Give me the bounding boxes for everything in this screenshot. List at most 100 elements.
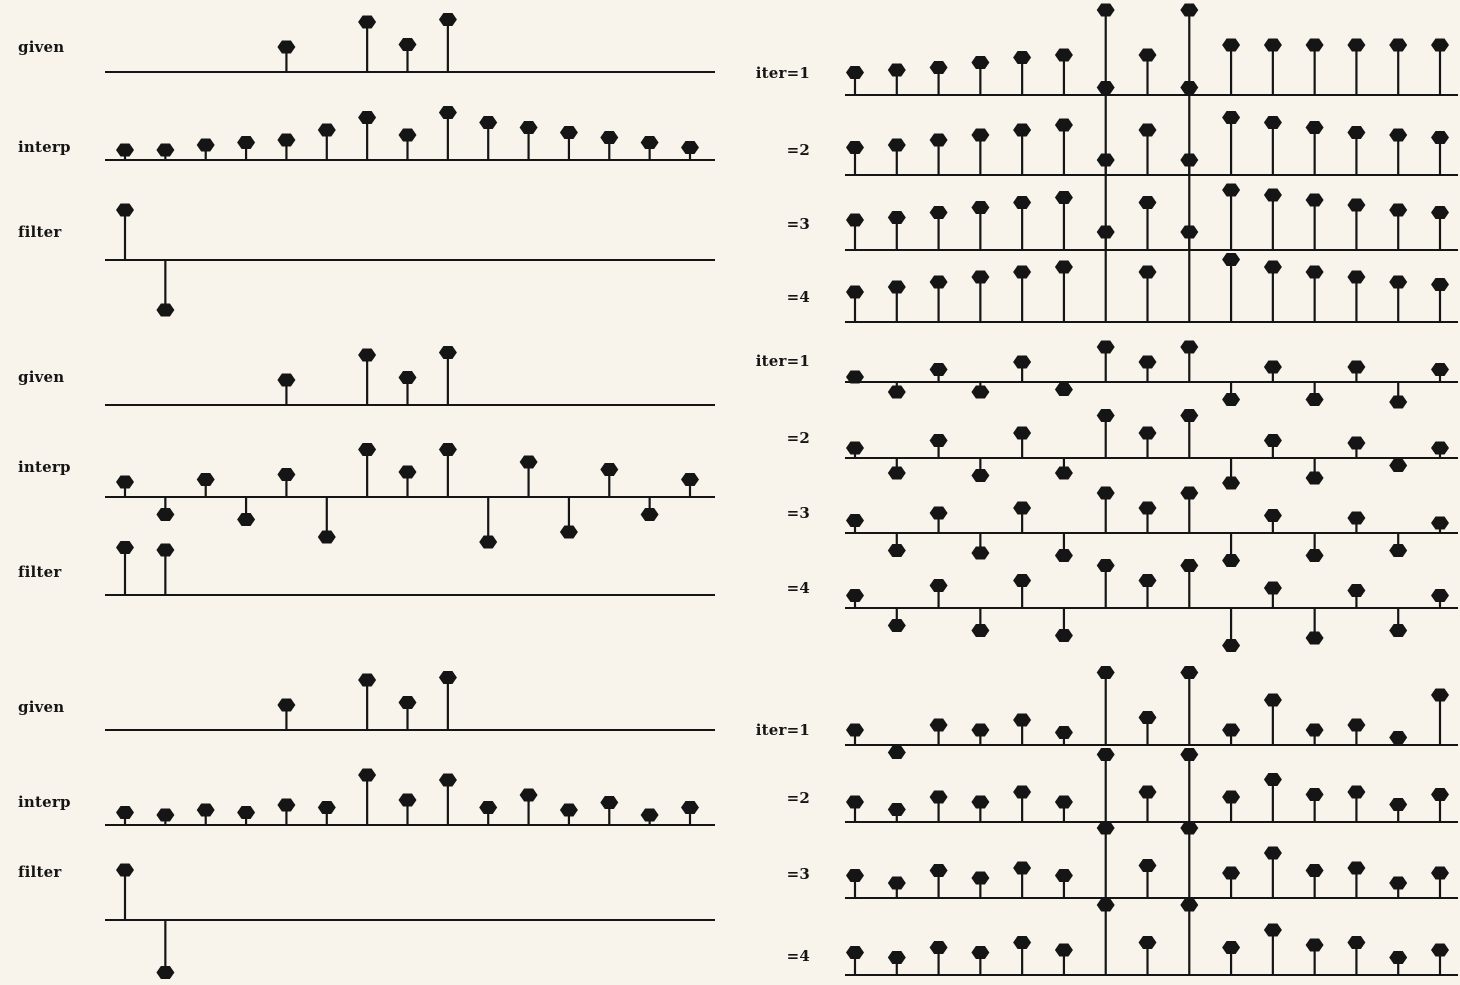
stem-marker-hexagon-icon bbox=[1180, 748, 1199, 761]
stem-marker-hexagon-icon bbox=[1305, 864, 1324, 877]
stem-marker-hexagon-icon bbox=[846, 285, 864, 299]
stem-marker-hexagon-icon bbox=[116, 475, 134, 489]
stem-marker-hexagon-icon bbox=[1180, 3, 1199, 17]
stem-marker-hexagon-icon bbox=[887, 211, 906, 224]
stem-panel-left-3-filter bbox=[105, 863, 715, 979]
stem-marker-hexagon-icon bbox=[1347, 38, 1366, 52]
stem-panel-left-2-interp bbox=[105, 443, 715, 549]
stem-marker-hexagon-icon bbox=[1389, 203, 1408, 217]
stem-marker-hexagon-icon bbox=[887, 544, 906, 557]
panel-label-left-3-given: given bbox=[18, 698, 65, 716]
stem-marker-hexagon-icon bbox=[1054, 260, 1073, 274]
stem-marker-hexagon-icon bbox=[600, 463, 619, 476]
panel-label-right-a-3: =3 bbox=[786, 215, 810, 233]
stem-marker-hexagon-icon bbox=[1096, 153, 1115, 167]
stem-marker-hexagon-icon bbox=[1263, 116, 1282, 129]
panel-label-left-2-filter: filter bbox=[18, 563, 62, 581]
stem-marker-hexagon-icon bbox=[1222, 111, 1241, 124]
stem-marker-hexagon-icon bbox=[1096, 559, 1115, 572]
stem-marker-hexagon-icon bbox=[1305, 393, 1324, 406]
stem-marker-hexagon-icon bbox=[1389, 798, 1408, 811]
stem-marker-hexagon-icon bbox=[1389, 459, 1408, 472]
stem-marker-hexagon-icon bbox=[116, 806, 134, 819]
panel-label-left-3-filter: filter bbox=[18, 863, 62, 881]
stem-marker-hexagon-icon bbox=[971, 624, 990, 637]
stem-marker-hexagon-icon bbox=[929, 434, 948, 447]
stem-marker-hexagon-icon bbox=[846, 723, 864, 737]
stem-marker-hexagon-icon bbox=[846, 589, 864, 602]
stem-marker-hexagon-icon bbox=[277, 40, 296, 54]
stem-marker-hexagon-icon bbox=[681, 141, 699, 154]
stem-marker-hexagon-icon bbox=[1431, 688, 1449, 702]
stem-marker-hexagon-icon bbox=[398, 793, 417, 807]
stem-marker-hexagon-icon bbox=[1054, 629, 1073, 642]
stem-marker-hexagon-icon bbox=[1431, 278, 1449, 291]
stem-marker-hexagon-icon bbox=[1431, 206, 1449, 219]
stem-marker-hexagon-icon bbox=[1180, 225, 1199, 239]
stem-marker-hexagon-icon bbox=[1263, 434, 1282, 447]
panel-label-left-2-interp: interp bbox=[18, 458, 71, 476]
stem-marker-hexagon-icon bbox=[1222, 476, 1241, 490]
stem-marker-hexagon-icon bbox=[1431, 38, 1449, 52]
stem-marker-hexagon-icon bbox=[887, 876, 906, 890]
stem-marker-hexagon-icon bbox=[640, 508, 659, 521]
panel-label-right-c-4: =4 bbox=[786, 947, 810, 965]
stem-marker-hexagon-icon bbox=[600, 796, 619, 809]
stem-marker-hexagon-icon bbox=[156, 543, 175, 557]
stem-marker-hexagon-icon bbox=[1431, 943, 1449, 957]
stem-panel-left-1-interp bbox=[105, 106, 715, 161]
stem-marker-hexagon-icon bbox=[600, 131, 619, 144]
stem-panel-right-b-2 bbox=[845, 409, 1458, 490]
stem-marker-hexagon-icon bbox=[1305, 121, 1324, 134]
stem-marker-hexagon-icon bbox=[1347, 360, 1366, 374]
stem-marker-hexagon-icon bbox=[317, 801, 336, 814]
stem-marker-hexagon-icon bbox=[929, 206, 948, 219]
stem-panel-right-b-4 bbox=[845, 559, 1458, 652]
stem-marker-hexagon-icon bbox=[971, 546, 990, 560]
stem-marker-hexagon-icon bbox=[1305, 193, 1324, 207]
stem-marker-hexagon-icon bbox=[156, 966, 175, 979]
stem-marker-hexagon-icon bbox=[1222, 38, 1241, 52]
stem-marker-hexagon-icon bbox=[1013, 713, 1032, 727]
stem-marker-hexagon-icon bbox=[887, 746, 906, 759]
stem-marker-hexagon-icon bbox=[846, 213, 864, 227]
stem-marker-hexagon-icon bbox=[1054, 943, 1073, 957]
stem-panel-left-3-given bbox=[105, 671, 715, 731]
stem-panel-right-a-2 bbox=[845, 81, 1458, 176]
stem-marker-hexagon-icon bbox=[1054, 726, 1073, 739]
stem-marker-hexagon-icon bbox=[1305, 471, 1324, 485]
stem-marker-hexagon-icon bbox=[846, 514, 864, 527]
stem-marker-hexagon-icon bbox=[1054, 48, 1073, 62]
stem-marker-hexagon-icon bbox=[1305, 549, 1324, 562]
stem-panel-right-a-3 bbox=[845, 153, 1458, 251]
stem-marker-hexagon-icon bbox=[971, 469, 990, 482]
stem-marker-hexagon-icon bbox=[1138, 426, 1157, 440]
stem-marker-hexagon-icon bbox=[929, 941, 948, 954]
stem-marker-hexagon-icon bbox=[196, 803, 215, 817]
stem-marker-hexagon-icon bbox=[438, 346, 457, 359]
stem-marker-hexagon-icon bbox=[156, 303, 175, 317]
stem-marker-hexagon-icon bbox=[398, 696, 417, 709]
stem-marker-hexagon-icon bbox=[1263, 693, 1282, 707]
stem-marker-hexagon-icon bbox=[237, 136, 256, 149]
stem-marker-hexagon-icon bbox=[971, 795, 990, 809]
stem-marker-hexagon-icon bbox=[929, 133, 948, 147]
stem-panel-left-3-interp bbox=[105, 768, 715, 826]
stem-panel-right-c-3 bbox=[845, 821, 1458, 899]
stem-marker-hexagon-icon bbox=[358, 673, 377, 687]
stem-marker-hexagon-icon bbox=[1054, 191, 1073, 204]
stem-marker-hexagon-icon bbox=[1305, 631, 1324, 645]
stem-marker-hexagon-icon bbox=[971, 723, 990, 737]
stem-marker-hexagon-icon bbox=[1347, 718, 1366, 732]
stem-marker-hexagon-icon bbox=[438, 13, 457, 26]
stem-marker-hexagon-icon bbox=[1096, 821, 1115, 835]
stem-marker-hexagon-icon bbox=[1431, 363, 1449, 376]
stem-marker-hexagon-icon bbox=[887, 63, 906, 77]
stem-marker-hexagon-icon bbox=[1263, 509, 1282, 522]
stem-marker-hexagon-icon bbox=[1431, 131, 1449, 144]
stem-marker-hexagon-icon bbox=[1013, 785, 1032, 799]
stem-marker-hexagon-icon bbox=[971, 385, 990, 399]
stem-panel-left-2-given bbox=[105, 346, 715, 406]
